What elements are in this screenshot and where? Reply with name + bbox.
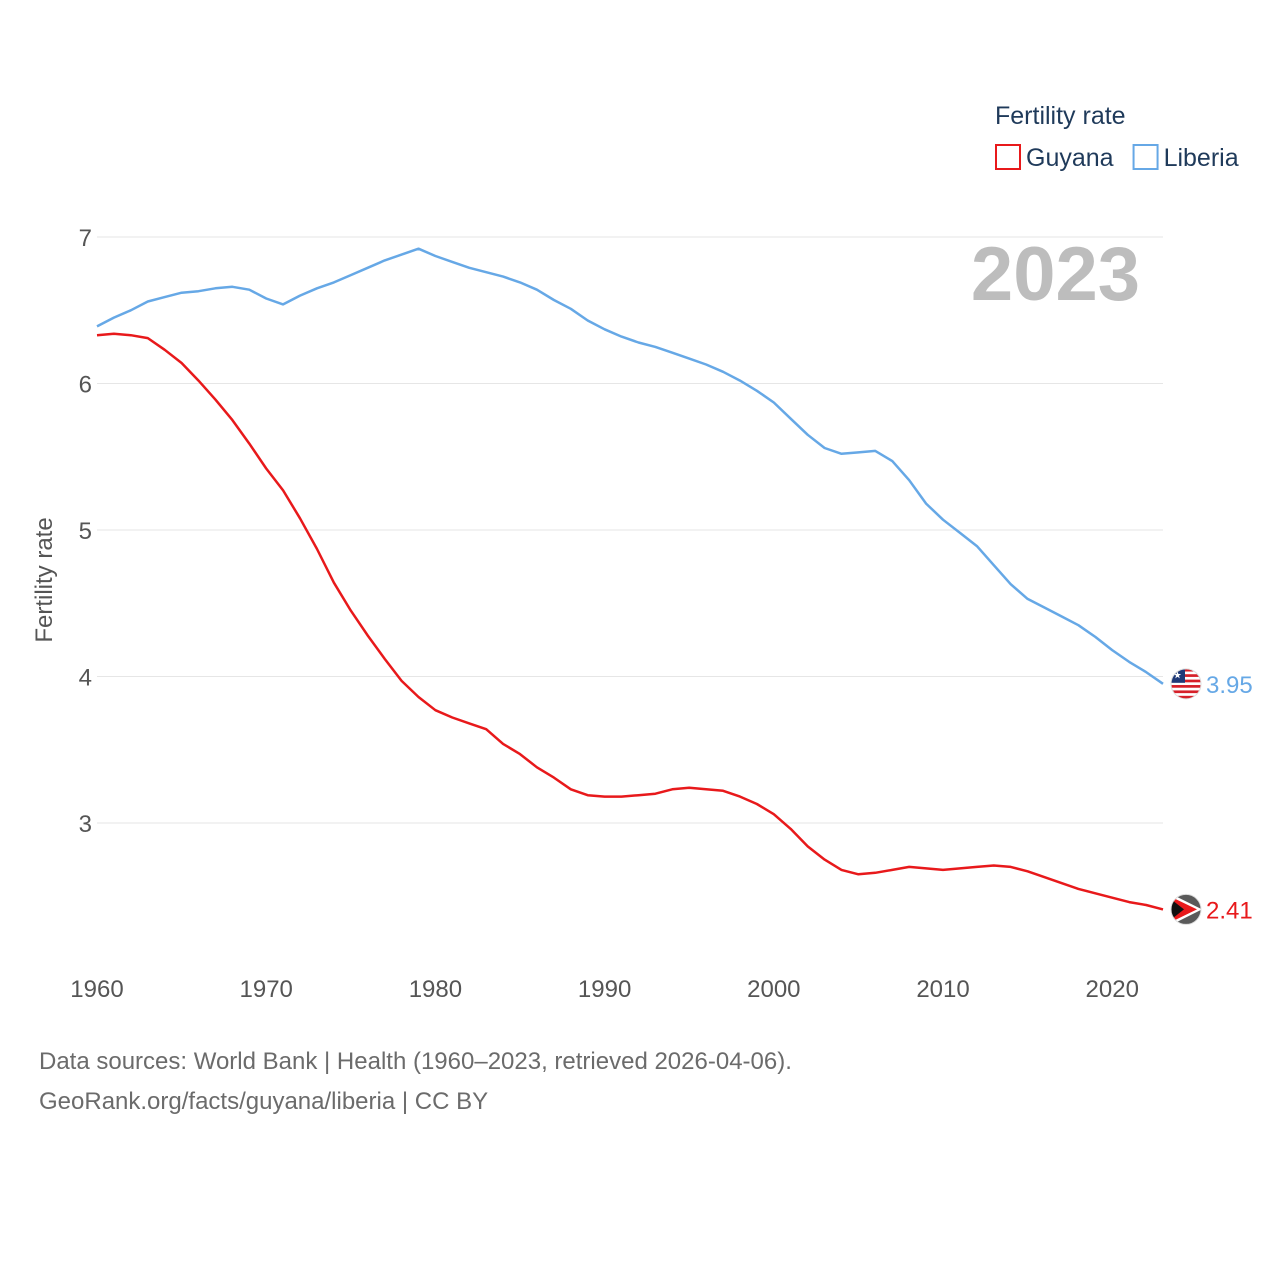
end-marker-guyana: 2.41 <box>1170 893 1253 925</box>
x-tick-1980: 1980 <box>409 976 462 1003</box>
year-label: 2023 <box>971 232 1140 317</box>
x-axis: 1960 1970 1980 1990 2000 2010 2020 <box>70 976 1139 1003</box>
y-tick-7: 7 <box>79 225 92 252</box>
end-label-guyana: 2.41 <box>1206 897 1253 924</box>
y-tick-4: 4 <box>79 665 92 692</box>
end-label-liberia: 3.95 <box>1206 672 1253 699</box>
x-tick-2020: 2020 <box>1086 976 1139 1003</box>
legend-title: Fertility rate <box>995 102 1126 130</box>
legend-item-guyana: Guyana <box>995 144 1114 172</box>
y-tick-6: 6 <box>79 372 92 399</box>
y-tick-3: 3 <box>79 811 92 838</box>
series-lines <box>96 247 1164 911</box>
guyana-flag-icon <box>1171 894 1201 925</box>
legend: Fertility rate Guyana Liberia <box>995 102 1239 172</box>
end-markers: 2.41 3.95 <box>1170 668 1253 925</box>
y-axis: 3 4 5 6 7 <box>79 225 92 838</box>
series-line-guyana <box>96 332 1164 911</box>
liberia-flag-icon <box>1171 668 1201 699</box>
legend-swatch-guyana <box>995 144 1021 170</box>
x-tick-1960: 1960 <box>70 976 123 1003</box>
source-line: Data sources: World Bank | Health (1960–… <box>39 1048 792 1075</box>
x-tick-2010: 2010 <box>916 976 969 1003</box>
grid <box>97 236 1163 824</box>
legend-item-liberia: Liberia <box>1132 144 1239 172</box>
y-tick-5: 5 <box>79 518 92 545</box>
series-line-liberia <box>96 247 1164 685</box>
footer-source: Data sources: World Bank | Health (1960–… <box>39 1042 792 1122</box>
legend-label-liberia: Liberia <box>1164 144 1239 172</box>
x-tick-1970: 1970 <box>240 976 293 1003</box>
end-marker-liberia: 3.95 <box>1170 668 1253 700</box>
x-tick-2000: 2000 <box>747 976 800 1003</box>
legend-swatch-liberia <box>1132 144 1159 170</box>
attribution-line: GeoRank.org/facts/guyana/liberia | CC BY <box>39 1088 489 1115</box>
x-tick-1990: 1990 <box>578 976 631 1003</box>
legend-label-guyana: Guyana <box>1026 144 1114 172</box>
y-axis-label: Fertility rate <box>31 517 58 642</box>
